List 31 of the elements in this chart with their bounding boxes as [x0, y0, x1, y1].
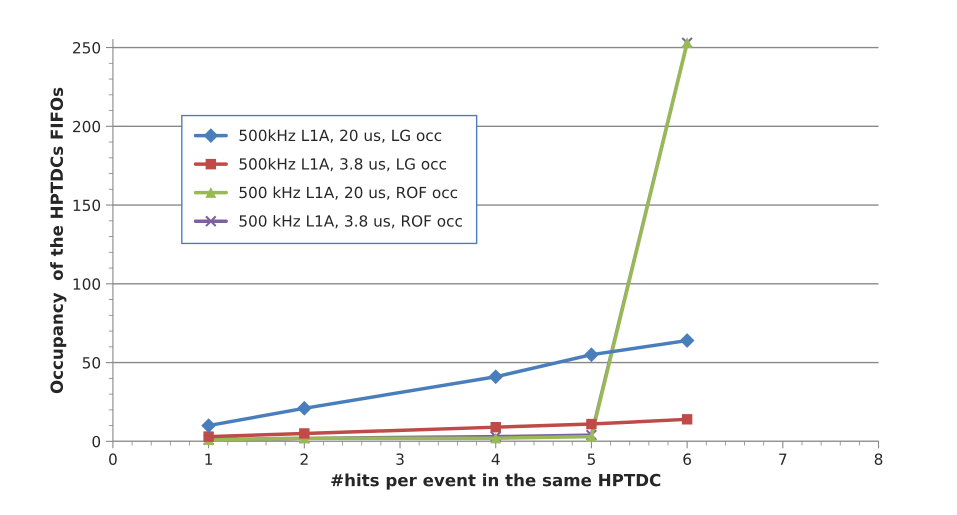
legend-label: 500 kHz L1A, 20 us, ROF occ [240, 186, 458, 200]
point [203, 431, 214, 442]
point [680, 333, 694, 348]
point [297, 401, 312, 416]
x-tick-label: 0 [109, 453, 117, 465]
x-tick-label: 2 [300, 453, 308, 465]
x-tick-label: 5 [588, 454, 595, 465]
x-tick-label: 7 [779, 454, 786, 465]
point [682, 414, 692, 425]
y-tick-label: 100 [74, 278, 100, 290]
x-axis-title: #hits per event in the same HPTDC [331, 474, 660, 490]
x-tick-label: 3 [396, 453, 404, 465]
y-tick-label: 200 [73, 120, 100, 132]
x-tick-label: 1 [205, 454, 212, 465]
y-tick-label: 50 [82, 357, 100, 369]
point [299, 428, 310, 439]
point [490, 422, 501, 432]
point [488, 370, 503, 384]
point [201, 418, 216, 433]
x-tick-label: 4 [492, 454, 500, 465]
x-tick-label: 8 [874, 453, 882, 465]
legend-label: 500kHz L1A, 20 us, LG occ [240, 129, 442, 143]
legend-label: 500kHz L1A, 3.8 us, LG occ [240, 158, 446, 172]
x-tick-label: 6 [683, 453, 692, 465]
y-tick-label: 0 [92, 436, 100, 448]
y-tick-label: 150 [74, 200, 100, 212]
legend-label: 500 kHz L1A, 3.8 us, ROF occ [240, 214, 462, 228]
y-axis-title: Occupancy of the HPTDCs FIFOs [50, 88, 66, 394]
point [586, 418, 597, 430]
point [584, 347, 599, 362]
y-tick-label: 250 [73, 42, 100, 54]
